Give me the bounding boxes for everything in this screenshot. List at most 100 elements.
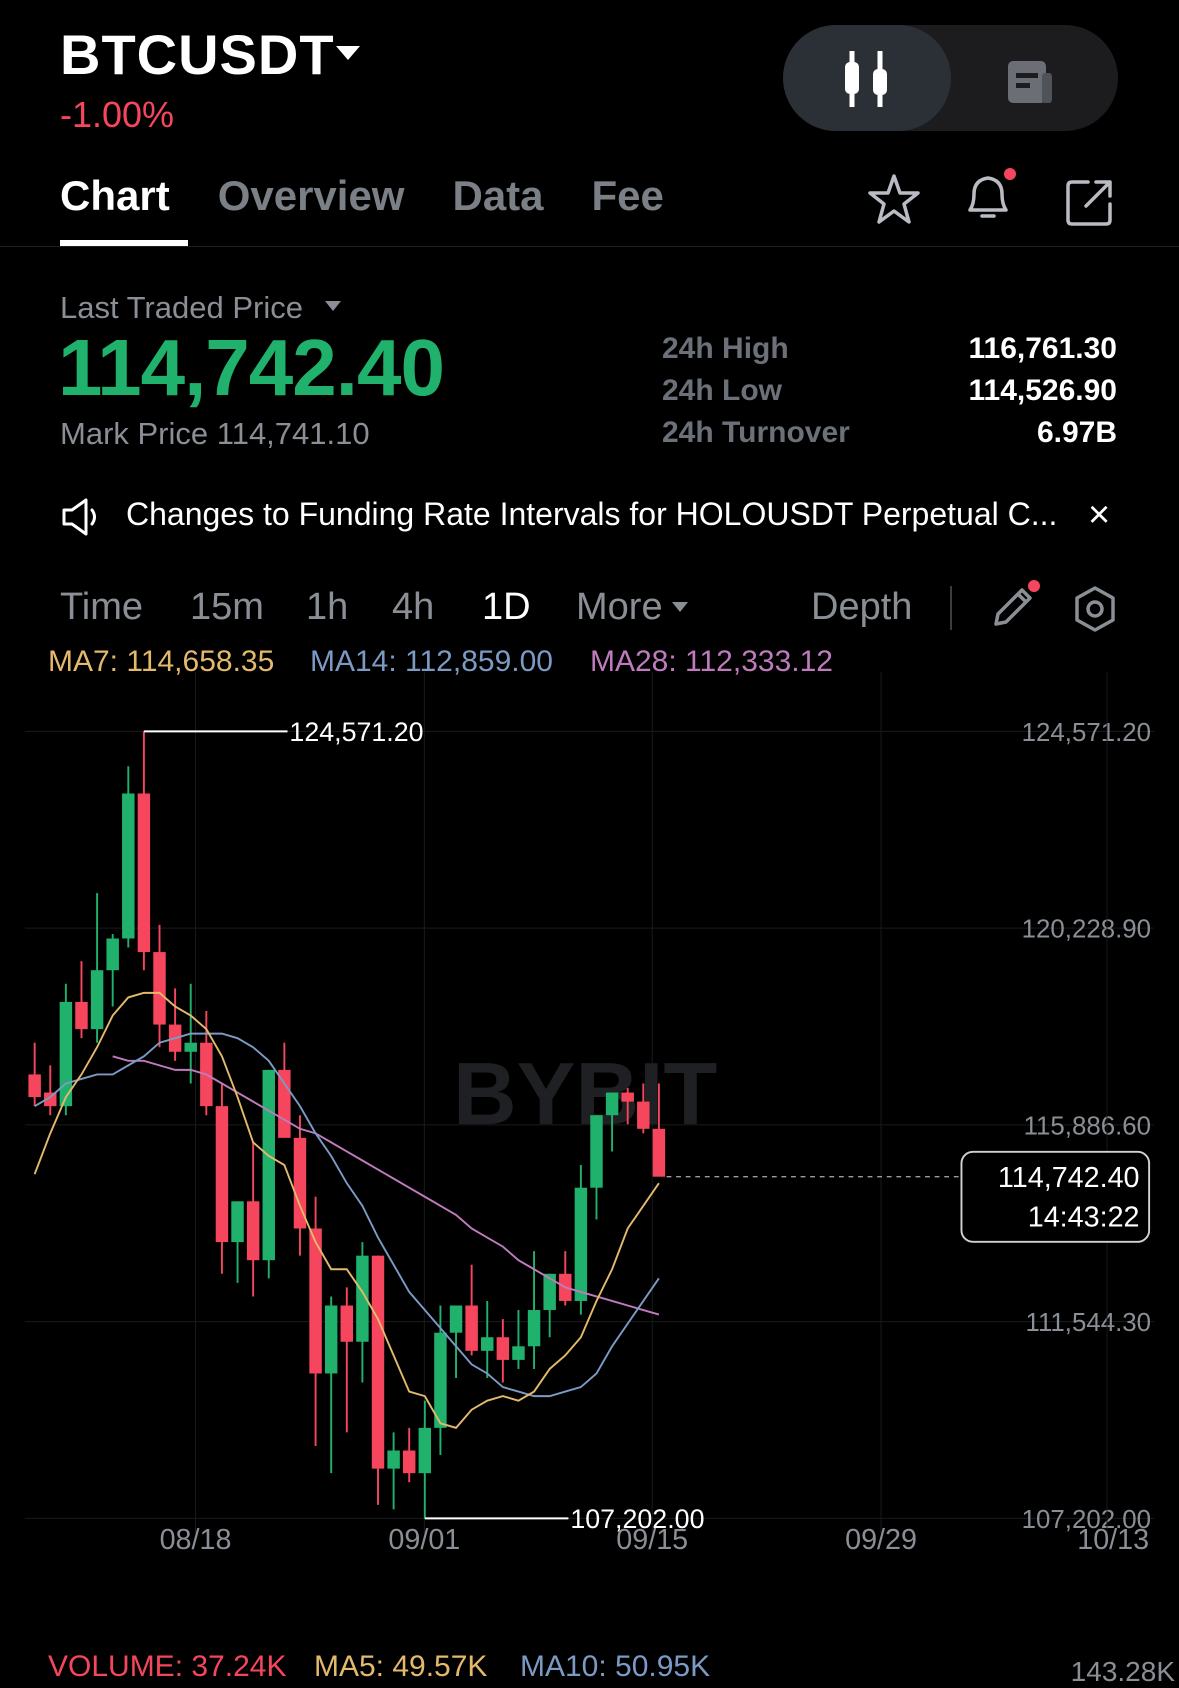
candle-body: [90, 970, 104, 1030]
view-toggle-orderbook[interactable]: [1000, 55, 1060, 112]
candle: [75, 961, 88, 1039]
volume-ma5-legend: MA5: 49.57K: [314, 1650, 488, 1683]
candle: [434, 1305, 447, 1456]
price-chart[interactable]: 124,571.20 120,228.90 115,886.60 111,544.30…: [0, 672, 1179, 1572]
candle: [418, 1400, 432, 1519]
candle-body: [434, 1332, 447, 1428]
timeframe-1h[interactable]: 1h: [306, 586, 349, 628]
pencil-icon[interactable]: [988, 580, 1042, 634]
header-divider: [0, 246, 1179, 247]
candle-body: [106, 938, 119, 971]
announcement-text[interactable]: Changes to Funding Rate Intervals for HO…: [126, 496, 1058, 532]
candle-body: [605, 1092, 619, 1116]
timeframe-more[interactable]: More: [576, 586, 663, 628]
more-caret-icon[interactable]: [672, 602, 688, 612]
candle-body: [137, 793, 151, 953]
stat-24h-turnover-value: 6.97B: [1036, 416, 1117, 449]
last-traded-price: 114,742.40: [58, 323, 445, 412]
candle-body: [574, 1187, 588, 1301]
candle-body: [512, 1346, 525, 1360]
active-tab-underline: [60, 240, 188, 246]
candle-body: [246, 1201, 260, 1261]
candle-body: [621, 1092, 634, 1102]
tab-fee[interactable]: Fee: [591, 172, 664, 219]
last-traded-price-label[interactable]: Last Traded Price: [60, 290, 303, 325]
candle: [465, 1264, 478, 1356]
ma28-legend: MA28: 112,333.12: [590, 645, 833, 678]
depth-button[interactable]: Depth: [811, 586, 913, 628]
timeframe-time[interactable]: Time: [60, 586, 144, 628]
candle-body: [387, 1450, 400, 1469]
candle: [200, 1010, 213, 1116]
mark-price-value: 114,741.10: [216, 416, 370, 451]
candle: [605, 1092, 619, 1152]
candle: [106, 933, 119, 1007]
tab-overview[interactable]: Overview: [217, 172, 405, 219]
symbol-title[interactable]: BTCUSDT: [60, 23, 335, 86]
current-price-box: [960, 1150, 1151, 1243]
settings-hexagon-icon[interactable]: [1070, 584, 1120, 634]
speaker-icon: [62, 498, 96, 536]
candle-body: [278, 1069, 291, 1138]
candle: [387, 1432, 400, 1510]
notification-dot: [1004, 168, 1016, 180]
candle: [231, 1201, 244, 1283]
countdown-label: 14:43:22: [1028, 1202, 1140, 1234]
candle-body: [324, 1305, 338, 1374]
close-icon[interactable]: ×: [1088, 494, 1111, 536]
candle-body: [543, 1273, 556, 1311]
ma14-line: [34, 1032, 660, 1398]
candle-body: [652, 1128, 666, 1177]
candle-body: [371, 1255, 385, 1469]
x-axis-label: 09/15: [616, 1524, 688, 1556]
y-axis-label: 115,886.60: [1024, 1112, 1151, 1140]
candle-body: [44, 1092, 57, 1107]
x-axis-label: 09/29: [845, 1524, 917, 1556]
candle-body: [496, 1337, 510, 1360]
volume-axis-max: 143.28K: [1070, 1656, 1175, 1687]
candle: [215, 1083, 229, 1274]
view-toggle-candles[interactable]: [783, 25, 951, 131]
candle-body: [481, 1337, 494, 1351]
symbol-dropdown-caret-icon[interactable]: [336, 46, 360, 60]
share-icon[interactable]: [1062, 174, 1118, 230]
candle: [309, 1196, 322, 1446]
stat-24h-turnover-label: 24h Turnover: [662, 416, 850, 449]
candle: [44, 1065, 57, 1116]
candle: [262, 1069, 275, 1279]
timeframe-15m[interactable]: 15m: [190, 586, 264, 628]
candle-body: [465, 1305, 478, 1351]
y-axis-label: 120,228.90: [1022, 916, 1151, 944]
ma28-line: [112, 1055, 660, 1316]
bell-icon[interactable]: [958, 166, 1022, 230]
candle: [574, 1165, 588, 1315]
candle-body: [215, 1106, 229, 1243]
volume-legend: VOLUME: 37.24K: [48, 1650, 287, 1683]
candle: [512, 1310, 525, 1369]
candle-body: [293, 1137, 307, 1229]
tab-bar: Chart Overview Data Fee: [60, 160, 720, 250]
candle-body: [402, 1450, 416, 1474]
candle: [246, 1142, 260, 1297]
candle: [402, 1427, 416, 1483]
candle: [137, 731, 151, 971]
tab-data[interactable]: Data: [452, 172, 544, 219]
star-icon[interactable]: [866, 172, 922, 228]
candle: [559, 1251, 572, 1306]
candle-body: [449, 1305, 463, 1333]
toolbar-divider: [950, 586, 952, 630]
candle: [527, 1251, 541, 1369]
candle: [371, 1255, 385, 1505]
current-price-label: 114,742.40: [998, 1162, 1140, 1194]
price-type-caret-icon[interactable]: [325, 301, 341, 311]
tab-chart[interactable]: Chart: [60, 172, 170, 219]
timeframe-1d[interactable]: 1D: [482, 586, 531, 628]
candle: [590, 1115, 603, 1220]
candle: [543, 1273, 556, 1338]
mark-price-label: Mark Price: [60, 416, 209, 451]
timeframe-4h[interactable]: 4h: [392, 586, 435, 628]
low-marker-label: 107,202.00: [570, 1504, 704, 1534]
candle: [340, 1287, 354, 1433]
high-marker-label: 124,571.20: [289, 717, 423, 747]
price-change-percent: -1.00%: [60, 94, 175, 135]
